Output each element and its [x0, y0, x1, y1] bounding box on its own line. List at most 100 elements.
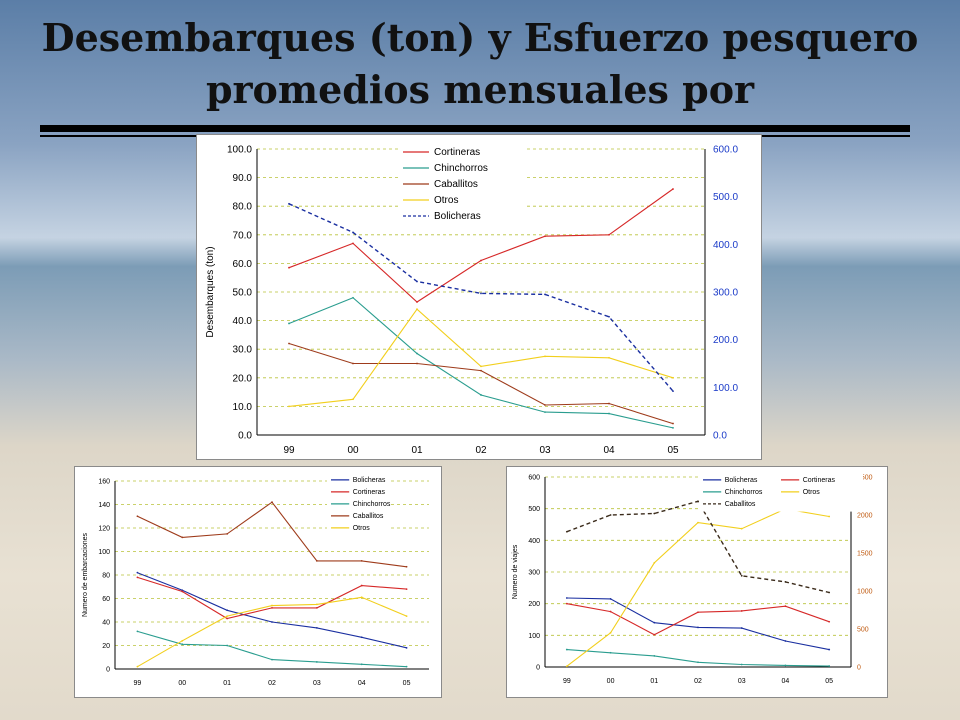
- legend-label-bolicheras: Bolicheras: [353, 477, 386, 484]
- data-point-caballitos: [480, 369, 482, 372]
- data-point-chinchorros: [565, 648, 568, 651]
- x-tick-label: 00: [178, 680, 186, 687]
- y2-tick-label: 500: [857, 626, 869, 633]
- y-tick-label: 120: [98, 525, 110, 532]
- y-tick-label: 160: [98, 478, 110, 485]
- legend-label-otros: Otros: [353, 525, 371, 532]
- data-point-bolicheras: [608, 315, 610, 318]
- y-tick-label: 100: [98, 549, 110, 556]
- data-point-cortineras: [544, 235, 546, 238]
- data-point-otros: [697, 521, 699, 524]
- y-tick-label: 40.0: [233, 316, 253, 327]
- x-tick-label: 02: [268, 680, 276, 687]
- data-point-cortineras: [271, 607, 273, 609]
- data-point-caballitos: [544, 404, 546, 406]
- data-point-chinchorros: [136, 630, 139, 633]
- y-tick-label: 80.0: [233, 202, 253, 213]
- data-point-chinchorros: [672, 426, 674, 429]
- data-point-caballitos: [360, 560, 363, 562]
- data-point-cortineras: [136, 576, 139, 579]
- y-tick-label: 40: [102, 619, 110, 626]
- series-line-chinchorros: [137, 630, 407, 668]
- data-point-cortineras: [609, 610, 612, 613]
- y-tick-label: 140: [98, 502, 110, 509]
- legend-box: [327, 473, 389, 536]
- y-tick-label: 300: [528, 569, 540, 576]
- data-point-bolicheras: [672, 390, 674, 393]
- y-tick-label: 100.0: [227, 145, 252, 156]
- y2-tick-label: 1500: [857, 550, 873, 557]
- series-line-caballitos: [566, 500, 830, 594]
- y2-tick-label: 1000: [857, 588, 873, 595]
- y-tick-label: 200: [528, 601, 540, 608]
- data-point-chinchorros: [271, 658, 273, 661]
- y2-tick-label: 2500: [857, 474, 873, 481]
- data-point-bolicheras: [544, 293, 546, 296]
- data-point-bolicheras: [315, 626, 318, 629]
- x-tick-label: 05: [825, 678, 833, 685]
- y-tick-label: 0.0: [238, 431, 252, 442]
- data-point-cortineras: [181, 590, 184, 593]
- data-point-otros: [653, 561, 656, 564]
- x-tick-label: 04: [603, 445, 615, 456]
- chart-landings: 0.0 10.0 20.0 30.0 40.0 50.0 60.0 70.0 80.0 90.0 1…: [205, 143, 738, 456]
- data-point-chinchorros: [288, 322, 290, 325]
- data-point-bolicheras: [740, 627, 743, 629]
- y-tick-label: 80: [102, 572, 110, 579]
- data-point-bolicheras: [288, 202, 290, 205]
- data-point-caballitos: [136, 515, 139, 518]
- chart-trips: 0100200300400500600050010001500200025009…: [512, 473, 873, 685]
- data-point-caballitos: [828, 591, 831, 594]
- data-point-bolicheras: [828, 648, 831, 651]
- series-line-caballitos: [288, 342, 674, 425]
- data-point-otros: [672, 376, 674, 379]
- data-point-otros: [480, 365, 482, 368]
- data-point-otros: [226, 615, 229, 618]
- chart-vessels: 0 20 40 60 80 100 120 140 160 99 00 01 02 03 04 05 Numer…: [82, 473, 429, 687]
- y-tick-label: 20.0: [233, 373, 253, 384]
- data-point-chinchorros: [416, 352, 418, 355]
- data-point-chinchorros: [740, 663, 743, 666]
- chart-panel-vessels: 0 20 40 60 80 100 120 140 160 99 00 01 02 03 04 05 Numer…: [74, 466, 442, 698]
- x-tick-label: 04: [782, 678, 790, 685]
- data-point-chinchorros: [784, 664, 787, 667]
- data-point-caballitos: [740, 574, 743, 577]
- data-point-otros: [181, 639, 184, 642]
- series-line-otros: [566, 508, 830, 667]
- data-point-caballitos: [271, 501, 273, 504]
- data-point-bolicheras: [416, 280, 418, 283]
- data-point-cortineras: [405, 588, 408, 590]
- data-point-otros: [136, 665, 139, 668]
- legend-label-caballitos: Caballitos: [434, 179, 478, 190]
- data-point-bolicheras: [653, 621, 656, 624]
- data-point-cortineras: [697, 611, 699, 614]
- y2-tick-label: 100.0: [713, 383, 738, 394]
- legend-label-bolicheras: Bolicheras: [434, 211, 481, 222]
- x-tick-label: 03: [313, 680, 321, 687]
- data-point-cortineras: [740, 610, 743, 612]
- slide-title: Desembarques (ton) y Esfuerzo pesquero p…: [41, 15, 919, 112]
- data-point-cortineras: [315, 607, 318, 609]
- legend-label-chinchorros: Chinchorros: [353, 501, 391, 508]
- data-point-bolicheras: [271, 621, 273, 623]
- x-tick-label: 01: [411, 445, 423, 456]
- legend: Bolicheras Cortineras Chinchorros Otros Caba…: [699, 473, 863, 512]
- legend-label-caballitos: Caballitos: [353, 513, 384, 520]
- y-axis-label: Numero de viajes: [512, 544, 519, 599]
- data-point-cortineras: [480, 259, 482, 262]
- data-point-cortineras: [360, 584, 363, 587]
- data-point-caballitos: [181, 536, 184, 539]
- data-point-caballitos: [609, 514, 612, 516]
- legend-label-otros: Otros: [803, 489, 821, 496]
- x-tick-label: 99: [134, 680, 142, 687]
- legend-label-chinchorros: Chinchorros: [725, 489, 763, 496]
- x-tick-label: 02: [475, 445, 487, 456]
- data-point-cortineras: [828, 620, 831, 623]
- legend-label-cortineras: Cortineras: [434, 147, 480, 158]
- y-tick-label: 500: [528, 506, 540, 513]
- y-tick-label: 10.0: [233, 402, 253, 413]
- legend-box: [399, 143, 525, 226]
- data-point-caballitos: [352, 362, 354, 365]
- data-point-bolicheras: [226, 609, 229, 612]
- data-point-caballitos: [784, 580, 787, 583]
